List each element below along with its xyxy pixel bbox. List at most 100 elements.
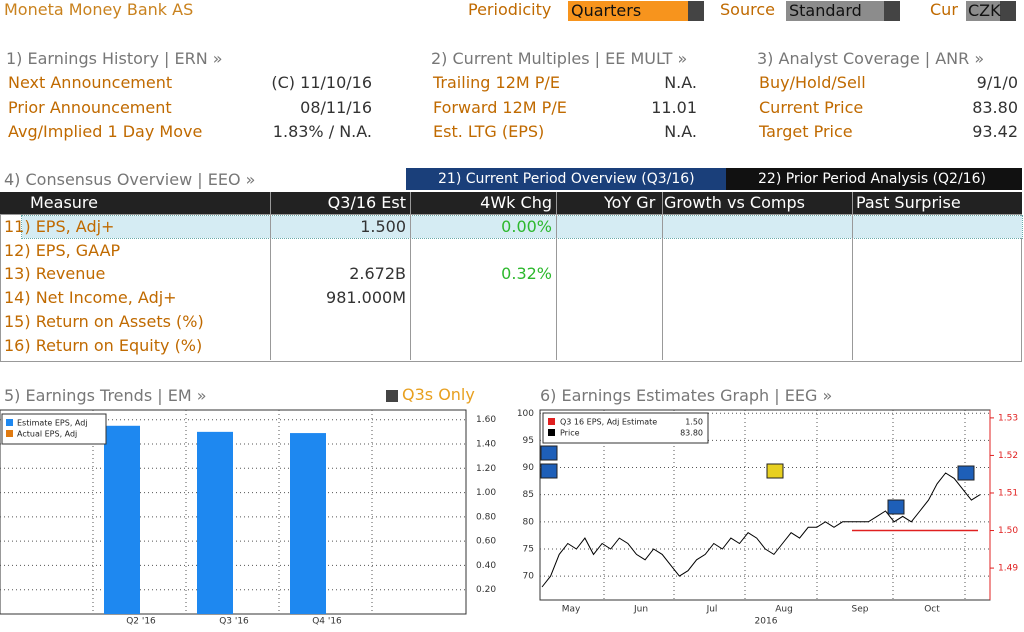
bar (290, 433, 326, 614)
dropdown (966, 1, 1000, 21)
y-tick-label: 1.20 (476, 464, 496, 474)
field-label: Trailing 12M P/E (433, 73, 560, 92)
toggle-box (386, 390, 398, 402)
tab (726, 168, 1022, 190)
field-value: N.A. (664, 73, 697, 92)
y2-tick-label: 1.50 (998, 526, 1018, 536)
y-tick-label: 0.40 (476, 561, 496, 571)
section-heading[interactable]: 4) Consensus Overview | EEO » (4, 170, 256, 189)
x-tick-label: Q4 '16 (312, 617, 342, 627)
legend-swatch (548, 418, 555, 425)
bar (104, 425, 140, 614)
dropdown (568, 1, 688, 21)
dropdown-arrow (1000, 1, 1016, 21)
y-tick-label: 85 (523, 490, 534, 500)
field-value: 08/11/16 (300, 97, 372, 117)
row-label[interactable]: 15) Return on Assets (%) (4, 311, 204, 331)
y2-tick-label: 1.52 (998, 451, 1018, 461)
column-divider (662, 192, 663, 360)
y-tick-label: 100 (517, 409, 534, 419)
y2-tick-label: 1.53 (998, 413, 1018, 423)
y-tick-label: 1.60 (476, 415, 496, 425)
field-value: N.A. (664, 122, 697, 141)
x-tick-label: Jul (706, 605, 718, 615)
field-value: 11.01 (651, 97, 697, 117)
tab-label[interactable]: 22) Prior Period Analysis (Q2/16) (758, 171, 986, 187)
legend-label: Q3 16 EPS, Adj Estimate (560, 418, 657, 427)
column-divider (852, 192, 853, 360)
column-header: Q3/16 Est (327, 193, 406, 212)
x-tick-label: Aug (775, 605, 793, 615)
row-label[interactable]: 16) Return on Equity (%) (4, 335, 203, 355)
column-header: Measure (30, 193, 98, 212)
cell: 1.500 (360, 217, 406, 236)
field-value: 9/1/0 (976, 73, 1018, 92)
table-body (0, 214, 1022, 362)
legend-swatch (548, 429, 555, 436)
event-icon (887, 499, 905, 515)
x-tick-label: Jun (633, 605, 648, 615)
label: Source (720, 0, 775, 19)
panel-heading[interactable]: 3) Analyst Coverage | ANR » (757, 49, 985, 68)
x-tick-label: Q2 '16 (126, 617, 156, 627)
field-label: Avg/Implied 1 Day Move (8, 122, 203, 141)
column-header: Past Surprise (856, 193, 961, 212)
cell: 2.672B (349, 264, 406, 284)
column-divider (410, 192, 411, 360)
field-value: 83.80 (972, 97, 1018, 117)
event-icon (957, 465, 975, 481)
field-label: Next Announcement (8, 73, 173, 92)
x-tick-label: Oct (924, 605, 940, 615)
chart-heading[interactable]: 5) Earnings Trends | EM » (4, 386, 207, 405)
table-header (0, 192, 1022, 214)
y-tick-label: 80 (523, 517, 535, 527)
field-label: Buy/Hold/Sell (759, 73, 866, 92)
panel-heading[interactable]: 1) Earnings History | ERN » (6, 49, 223, 68)
legend-value: 83.80 (680, 429, 703, 438)
field-label: Est. LTG (EPS) (433, 122, 545, 141)
cell: 981.000M (326, 288, 406, 308)
field-label: Target Price (759, 122, 853, 141)
label: Cur (930, 0, 958, 19)
dropdown-value[interactable]: CZK (968, 1, 1001, 20)
column-header: Growth vs Comps (664, 193, 805, 212)
dropdown-value[interactable]: Standard (789, 1, 862, 20)
y-tick-label: 90 (523, 463, 535, 473)
field-label: Prior Announcement (8, 97, 172, 117)
tab-label[interactable]: 21) Current Period Overview (Q3/16) (438, 171, 695, 187)
panel-heading[interactable]: 2) Current Multiples | EE MULT » (431, 49, 688, 68)
tab (406, 168, 726, 190)
y-tick-label: 1.40 (476, 440, 496, 450)
y-tick-label: 1.00 (476, 488, 496, 498)
x-tick-label: May (562, 605, 581, 615)
field-value: 93.42 (972, 122, 1018, 141)
dropdown-value[interactable]: Quarters (571, 1, 642, 20)
row-label[interactable]: 12) EPS, GAAP (4, 240, 121, 260)
field-label: Current Price (759, 97, 864, 117)
bar (197, 431, 233, 614)
event-icon (766, 463, 784, 479)
column-header: 4Wk Chg (480, 193, 552, 212)
x-tick-label: Sep (852, 605, 869, 615)
toggle-label[interactable]: Q3s Only (402, 385, 475, 404)
cell: 0.00% (501, 217, 552, 236)
row-label[interactable]: 11) EPS, Adj+ (4, 217, 115, 236)
x-axis-year: 2016 (755, 617, 778, 627)
row-label[interactable]: 13) Revenue (4, 264, 106, 284)
label: Periodicity (468, 0, 552, 19)
column-header: YoY Gr (604, 193, 656, 212)
field-value: 1.83% / N.A. (272, 122, 372, 141)
y-tick-label: 0.80 (476, 512, 496, 522)
legend (1, 413, 107, 445)
row-label[interactable]: 14) Net Income, Adj+ (4, 288, 177, 308)
y-tick-label: 0.60 (476, 537, 496, 547)
y2-tick-label: 1.49 (998, 564, 1018, 574)
dropdown-arrow (884, 1, 900, 21)
row-highlight (21, 215, 1023, 239)
event-icon (540, 445, 558, 461)
dropdown-arrow (688, 1, 704, 21)
y-tick-label: 0.20 (476, 585, 496, 595)
chart-heading[interactable]: 6) Earnings Estimates Graph | EEG » (540, 386, 833, 405)
